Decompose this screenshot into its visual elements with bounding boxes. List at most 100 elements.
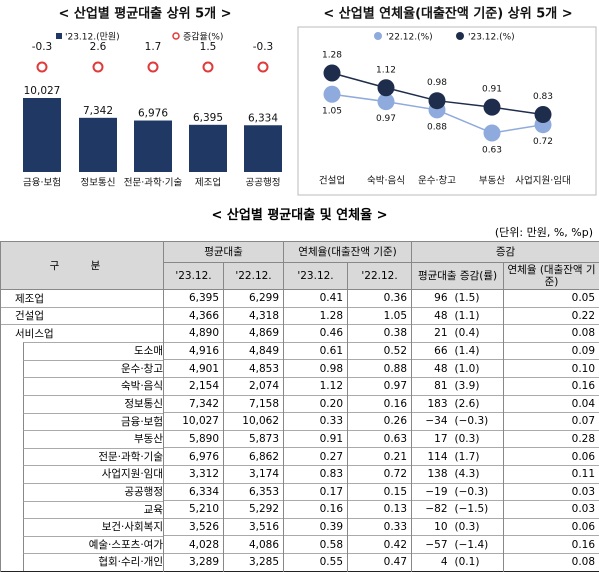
table-row: 금융·보험 10,027 10,062 0.33 0.26 −34 (−0.3) 0.07 — [0, 412, 599, 431]
point — [483, 98, 501, 116]
cell: 5,890 — [163, 429, 224, 448]
category-label: 공공행정 — [246, 177, 281, 189]
cell: 0.06 — [503, 517, 599, 536]
cell: 5,292 — [222, 500, 285, 519]
cell: 2,154 — [163, 376, 224, 396]
cell: (1.7) — [451, 447, 505, 466]
cell: 6,353 — [222, 482, 285, 501]
legend-swatch — [56, 33, 62, 39]
cell: 0.72 — [347, 464, 413, 484]
value-label: 0.72 — [533, 137, 553, 147]
bar — [134, 120, 172, 172]
row-label: 보건·사회복지 — [0, 518, 164, 536]
cell: 4,028 — [163, 535, 224, 554]
cell: 0.08 — [503, 324, 599, 343]
cell: 0.83 — [283, 464, 349, 484]
cell: 0.38 — [347, 324, 413, 343]
row-label-text: 부동산 — [23, 430, 163, 448]
change-label: 2.6 — [90, 41, 107, 53]
table: 구 분 평균대출 연체율(대출잔액 기준) 증감 '23.12. '22.12. '… — [0, 241, 599, 572]
value-label: 1.12 — [376, 65, 396, 75]
header-cell: '23.12. — [283, 262, 349, 290]
row-label-text: 사업지원·임대 — [23, 465, 163, 484]
header-cell: 평균대출 — [162, 241, 285, 263]
table-row: 공공행정 6,334 6,353 0.17 0.15 −19 (−0.3) 0.03 — [0, 482, 599, 501]
cell: 4 — [411, 552, 452, 572]
cell: 81 — [411, 376, 452, 396]
point — [377, 93, 395, 111]
chart-title: < 산업별 연체율(대출잔액 기준) 상위 5개 > — [323, 6, 572, 22]
table-row: 예술·스포츠·여가 4,028 4,086 0.58 0.42 −57 (−1.4) 0.16 — [0, 535, 599, 554]
change-marker — [147, 61, 159, 73]
value-label: 0.63 — [482, 146, 502, 156]
legend-swatch — [456, 32, 464, 40]
header-cell: 평균대출 증감(률) — [411, 262, 505, 290]
value-label: 0.88 — [427, 122, 447, 132]
point — [377, 79, 395, 97]
cell: 6,976 — [163, 447, 224, 466]
cell: 4,849 — [222, 341, 285, 360]
row-label-text: 숙박·음식 — [23, 377, 163, 396]
cell: 0.88 — [347, 359, 413, 378]
cell: 48 — [411, 306, 452, 325]
header-cell: '23.12. — [163, 262, 224, 290]
table-row: 정보통신 7,342 7,158 0.20 0.16 183 (2.6) 0.04 — [0, 394, 599, 413]
value-label: 10,027 — [24, 85, 61, 97]
bar — [23, 98, 61, 172]
row-label: 숙박·음식 — [0, 377, 164, 396]
table-row: 부동산 5,890 5,873 0.91 0.63 17 (0.3) 0.28 — [0, 429, 599, 448]
value-label: 0.91 — [482, 85, 502, 95]
cell: −34 — [411, 412, 452, 431]
cell: 0.41 — [283, 289, 349, 308]
cell: 2,074 — [222, 376, 285, 396]
change-label: -0.3 — [32, 41, 53, 53]
point — [483, 124, 501, 142]
category-label: 제조업 — [195, 177, 221, 189]
cell: 0.11 — [503, 464, 599, 484]
cell: 17 — [411, 429, 452, 448]
category-label: 금융·보험 — [23, 178, 61, 189]
cell: 66 — [411, 341, 452, 360]
cell: 1.12 — [283, 376, 349, 396]
legend-swatch — [172, 32, 180, 40]
table-unit: (단위: 만원, %, %p) — [494, 226, 593, 239]
cell: 4,869 — [222, 324, 285, 343]
cell: 0.26 — [347, 412, 413, 431]
cell: (3.9) — [451, 376, 505, 396]
table-row: 건설업 4,366 4,318 1.28 1.05 48 (1.1) 0.22 — [0, 306, 599, 325]
table-row: 보건·사회복지 3,526 3,516 0.39 0.33 10 (0.3) 0.06 — [0, 517, 599, 536]
row-label: 공공행정 — [0, 483, 164, 501]
cell: 21 — [411, 324, 452, 343]
legend-label: 증감율(%) — [183, 31, 223, 43]
value-label: 6,334 — [248, 112, 278, 124]
table-row: 교육 5,210 5,292 0.16 0.13 −82 (−1.5) 0.03 — [0, 500, 599, 519]
cell: 4,890 — [163, 324, 224, 343]
row-label: 운수·창고 — [0, 359, 164, 378]
cell: 96 — [411, 289, 452, 308]
cell: 0.16 — [347, 394, 413, 413]
cell: 5,210 — [163, 500, 224, 519]
change-label: 1.5 — [200, 41, 217, 53]
cell: −19 — [411, 482, 452, 501]
cell: 6,862 — [222, 447, 285, 466]
cell: 6,334 — [163, 482, 224, 501]
row-label: 도소매 — [0, 342, 164, 360]
cell: 0.36 — [347, 289, 413, 308]
row-label: 사업지원·임대 — [0, 465, 164, 484]
table-row: 숙박·음식 2,154 2,074 1.12 0.97 81 (3.9) 0.16 — [0, 376, 599, 396]
table-row: 사업지원·임대 3,312 3,174 0.83 0.72 138 (4.3) 0.11 — [0, 464, 599, 484]
category-label: 부동산 — [479, 176, 505, 187]
cell: 3,289 — [163, 552, 224, 572]
value-label: 6,395 — [193, 112, 223, 124]
cell: 3,174 — [222, 464, 285, 484]
change-label: -0.3 — [253, 41, 274, 53]
cell: 4,366 — [163, 306, 224, 325]
category-label: 사업지원·임대 — [515, 175, 570, 187]
cell: 114 — [411, 447, 452, 466]
cell: 0.91 — [283, 429, 349, 448]
legend-label: '23.12.(%) — [468, 33, 515, 43]
category-label: 전문·과학·기술 — [124, 178, 183, 189]
cell: 0.07 — [503, 412, 599, 431]
row-label-text: 정보통신 — [23, 395, 163, 413]
cell: (1.4) — [451, 341, 505, 360]
